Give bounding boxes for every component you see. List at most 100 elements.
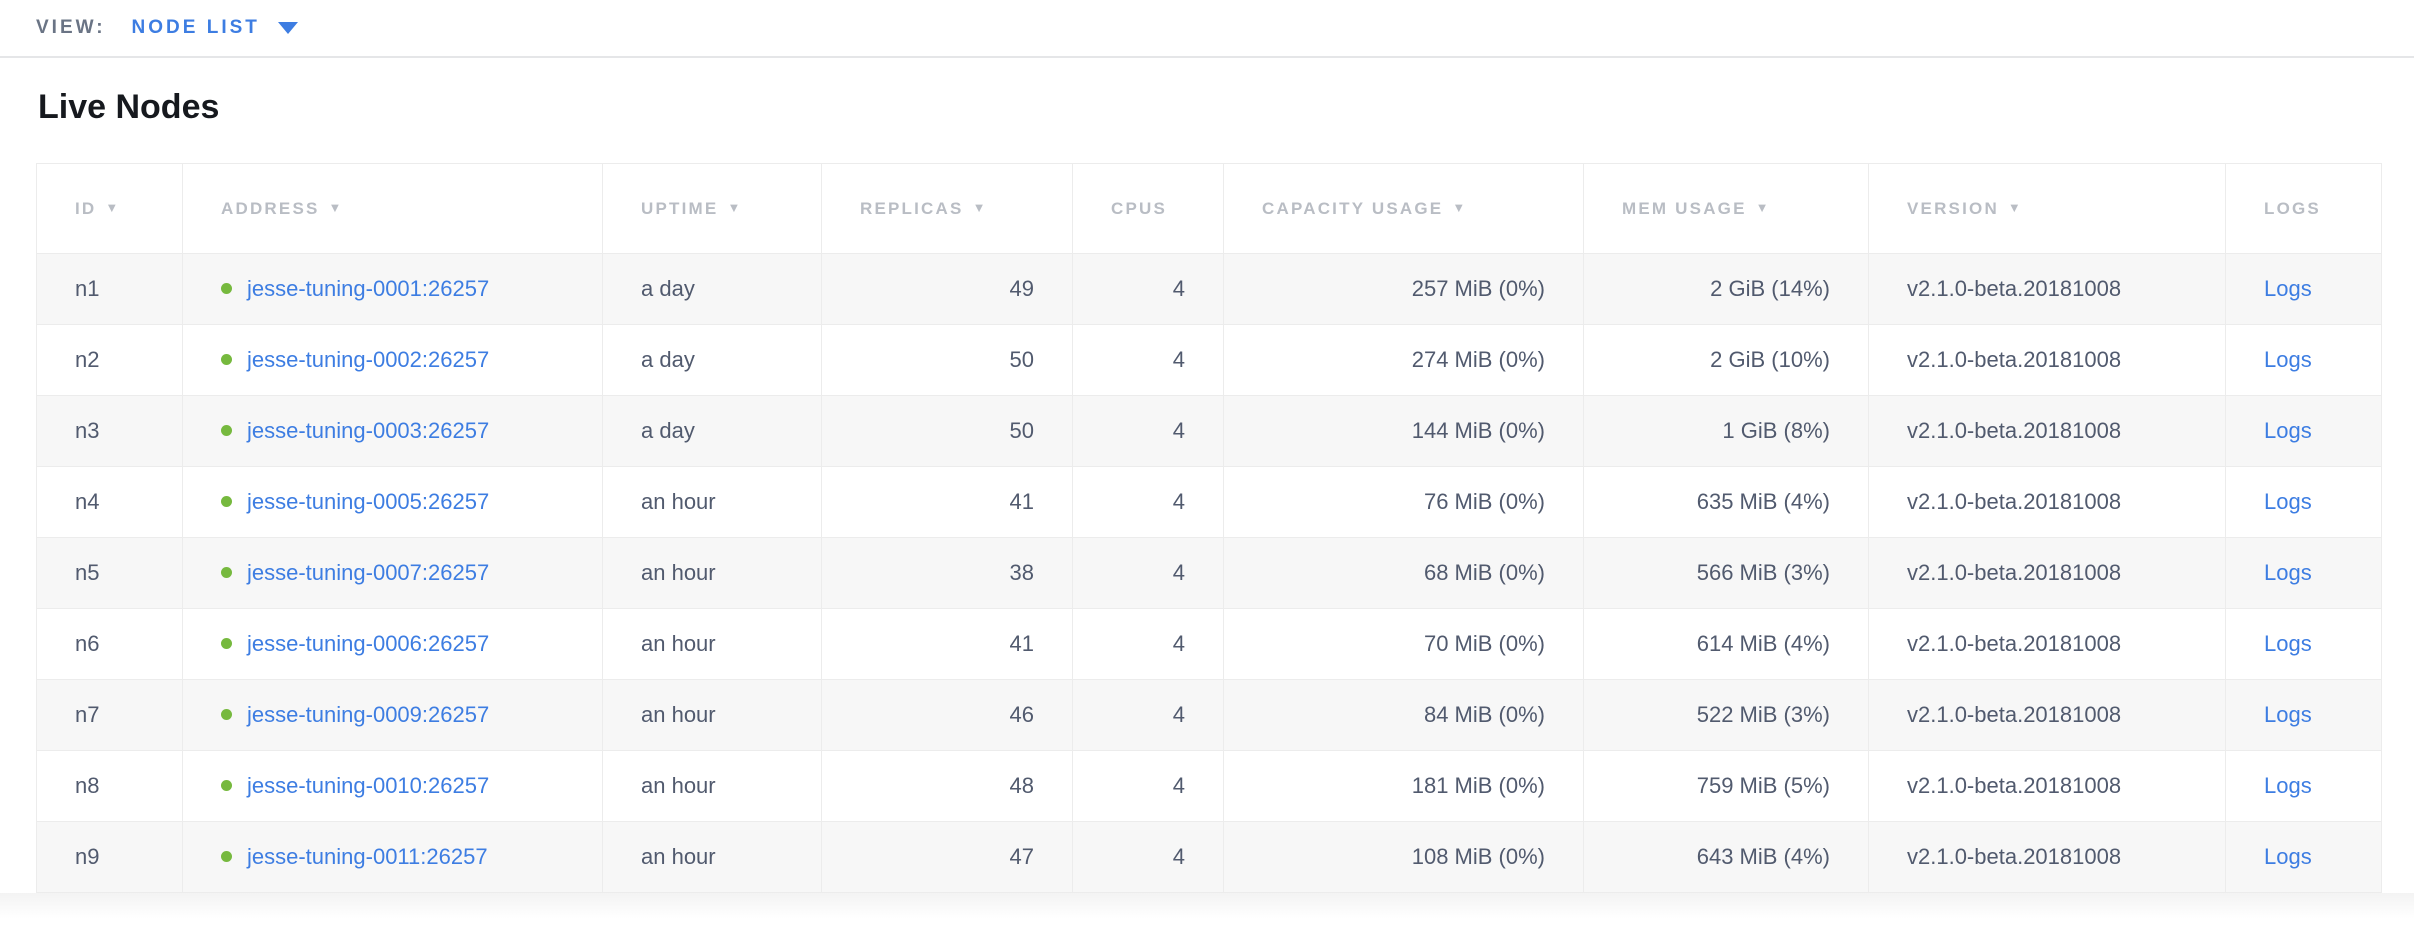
column-header-label: UPTIME	[641, 198, 719, 218]
cell-text: an hour	[641, 702, 716, 727]
cell-text: 257 MiB (0%)	[1411, 276, 1545, 301]
node-logs-link[interactable]: Logs	[2264, 773, 2312, 798]
node-address-link[interactable]: jesse-tuning-0009:26257	[247, 702, 490, 727]
cell-id: n9	[36, 821, 183, 893]
cell-cpus: 4	[1072, 608, 1224, 680]
node-logs-link[interactable]: Logs	[2264, 489, 2312, 514]
node-live-status-dot	[221, 566, 232, 578]
table-row-n1: n1 jesse-tuning-0001:26257 a day 49 4 257 MiB…	[36, 253, 2382, 325]
bottom-fade	[0, 893, 2414, 925]
cell-text: 108 MiB (0%)	[1411, 844, 1545, 869]
cell-capacity-usage: 70 MiB (0%)	[1223, 608, 1584, 680]
cell-replicas: 50	[821, 395, 1073, 467]
cell-address: jesse-tuning-0005:26257	[182, 466, 603, 538]
cell-text: 566 MiB (3%)	[1696, 560, 1830, 585]
sort-desc-icon: ▼	[1452, 199, 1468, 215]
sort-desc-icon: ▼	[972, 199, 988, 215]
cell-text: a day	[641, 347, 695, 372]
node-address-link[interactable]: jesse-tuning-0011:26257	[247, 844, 488, 869]
cell-uptime: an hour	[602, 608, 822, 680]
cell-text: n1	[75, 276, 100, 301]
cell-mem-usage: 643 MiB (4%)	[1583, 821, 1869, 893]
cell-version: v2.1.0-beta.20181008	[1868, 253, 2226, 325]
cell-text: a day	[641, 418, 695, 443]
column-header-address[interactable]: ADDRESS ▼	[182, 163, 603, 254]
cell-id: n2	[36, 324, 183, 396]
cell-cpus: 4	[1072, 466, 1224, 538]
cell-replicas: 41	[821, 608, 1073, 680]
cell-capacity-usage: 108 MiB (0%)	[1223, 821, 1584, 893]
node-logs-link[interactable]: Logs	[2264, 702, 2312, 727]
cell-text: 70 MiB (0%)	[1423, 631, 1545, 656]
node-logs-link[interactable]: Logs	[2264, 631, 2312, 656]
column-header-id[interactable]: ID ▼	[36, 163, 183, 254]
cell-version: v2.1.0-beta.20181008	[1868, 750, 2226, 822]
column-header-uptime[interactable]: UPTIME ▼	[602, 163, 822, 254]
column-header-logs: LOGS	[2225, 163, 2382, 254]
cell-mem-usage: 522 MiB (3%)	[1583, 679, 1869, 751]
cell-replicas: 41	[821, 466, 1073, 538]
node-logs-link[interactable]: Logs	[2264, 276, 2312, 301]
node-logs-link[interactable]: Logs	[2264, 418, 2312, 443]
node-logs-link[interactable]: Logs	[2264, 560, 2312, 585]
live-nodes-section: Live Nodes ID ▼ ADDRESS ▼ UPTIME ▼ REPLICAS ▼ CP…	[0, 58, 2414, 925]
cell-text: 635 MiB (4%)	[1696, 489, 1830, 514]
column-header-label: CPUS	[1111, 198, 1168, 218]
table-row-n2: n2 jesse-tuning-0002:26257 a day 50 4 274 MiB…	[36, 324, 2382, 396]
node-address-link[interactable]: jesse-tuning-0003:26257	[247, 418, 490, 443]
node-live-status-dot	[221, 850, 232, 862]
cell-uptime: a day	[602, 253, 822, 325]
column-header-label: CAPACITY USAGE	[1262, 198, 1444, 218]
node-address-link[interactable]: jesse-tuning-0001:26257	[247, 276, 490, 301]
node-address-link[interactable]: jesse-tuning-0005:26257	[247, 489, 490, 514]
column-header-version[interactable]: VERSION ▼	[1868, 163, 2226, 254]
cell-text: 41	[1009, 489, 1034, 514]
view-selector-dropdown[interactable]: NODE LIST	[132, 17, 298, 39]
cell-address: jesse-tuning-0002:26257	[182, 324, 603, 396]
cell-capacity-usage: 68 MiB (0%)	[1223, 537, 1584, 609]
cell-text: an hour	[641, 489, 716, 514]
cell-text: v2.1.0-beta.20181008	[1907, 418, 2122, 443]
cell-address: jesse-tuning-0003:26257	[182, 395, 603, 467]
node-logs-link[interactable]: Logs	[2264, 844, 2312, 869]
cell-version: v2.1.0-beta.20181008	[1868, 821, 2226, 893]
sort-desc-icon: ▼	[2007, 199, 2023, 215]
cell-text: 4	[1172, 773, 1185, 798]
cell-address: jesse-tuning-0009:26257	[182, 679, 603, 751]
node-address-link[interactable]: jesse-tuning-0002:26257	[247, 347, 490, 372]
cell-mem-usage: 614 MiB (4%)	[1583, 608, 1869, 680]
cell-text: 46	[1009, 702, 1034, 727]
node-live-status-dot	[221, 424, 232, 436]
cell-logs: Logs	[2225, 608, 2382, 680]
cell-text: a day	[641, 276, 695, 301]
cell-text: n6	[75, 631, 100, 656]
cell-logs: Logs	[2225, 253, 2382, 325]
table-row-n4: n4 jesse-tuning-0005:26257 an hour 41 4 76 Mi…	[36, 466, 2382, 538]
cell-text: 522 MiB (3%)	[1696, 702, 1830, 727]
node-address-link[interactable]: jesse-tuning-0007:26257	[247, 560, 490, 585]
cell-replicas: 49	[821, 253, 1073, 325]
table-row-n9: n9 jesse-tuning-0011:26257 an hour 47 4 108 M…	[36, 821, 2382, 893]
cell-cpus: 4	[1072, 324, 1224, 396]
cell-text: 4	[1172, 347, 1185, 372]
cell-cpus: 4	[1072, 750, 1224, 822]
cell-uptime: an hour	[602, 679, 822, 751]
cell-logs: Logs	[2225, 750, 2382, 822]
cell-capacity-usage: 257 MiB (0%)	[1223, 253, 1584, 325]
view-label: VIEW:	[36, 17, 106, 38]
node-address-link[interactable]: jesse-tuning-0006:26257	[247, 631, 490, 656]
cell-cpus: 4	[1072, 395, 1224, 467]
cell-replicas: 38	[821, 537, 1073, 609]
cell-logs: Logs	[2225, 395, 2382, 467]
column-header-mem-usage[interactable]: MEM USAGE ▼	[1583, 163, 1869, 254]
cell-text: n3	[75, 418, 100, 443]
live-nodes-table: ID ▼ ADDRESS ▼ UPTIME ▼ REPLICAS ▼ CPUS CAPACITY …	[36, 163, 2382, 893]
node-logs-link[interactable]: Logs	[2264, 347, 2312, 372]
column-header-replicas[interactable]: REPLICAS ▼	[821, 163, 1073, 254]
node-live-status-dot	[221, 779, 232, 791]
column-header-label: VERSION	[1907, 198, 1999, 218]
node-address-link[interactable]: jesse-tuning-0010:26257	[247, 773, 490, 798]
cell-text: 4	[1172, 489, 1185, 514]
cell-version: v2.1.0-beta.20181008	[1868, 679, 2226, 751]
column-header-capacity-usage[interactable]: CAPACITY USAGE ▼	[1223, 163, 1584, 254]
